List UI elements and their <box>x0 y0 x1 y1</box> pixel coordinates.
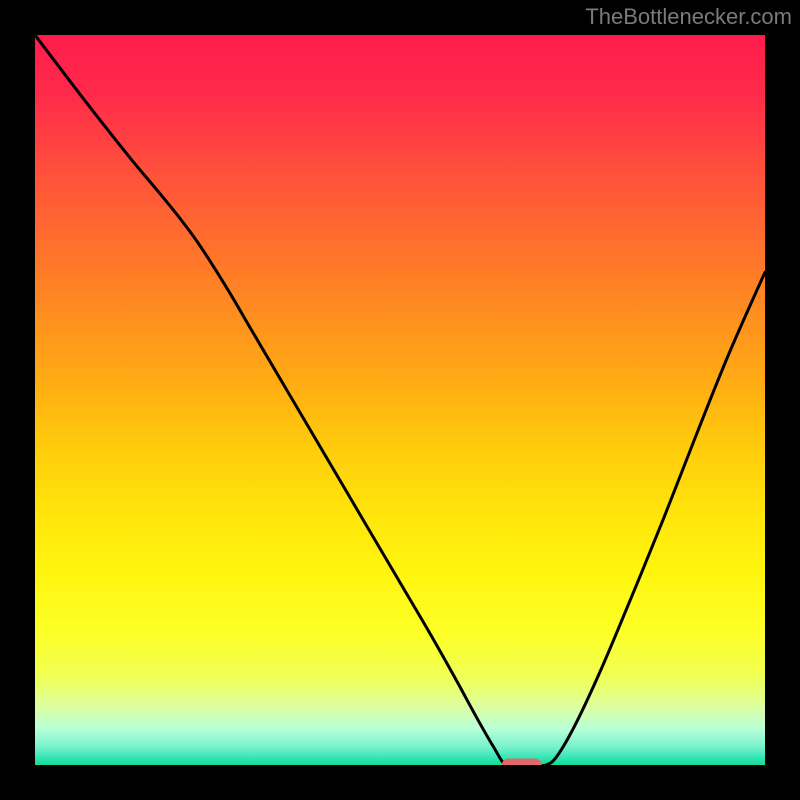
watermark-text: TheBottlenecker.com <box>585 4 792 30</box>
plot-area <box>35 35 765 765</box>
gradient-background <box>35 35 765 765</box>
optimal-marker <box>502 759 542 766</box>
bottleneck-chart <box>35 35 765 765</box>
